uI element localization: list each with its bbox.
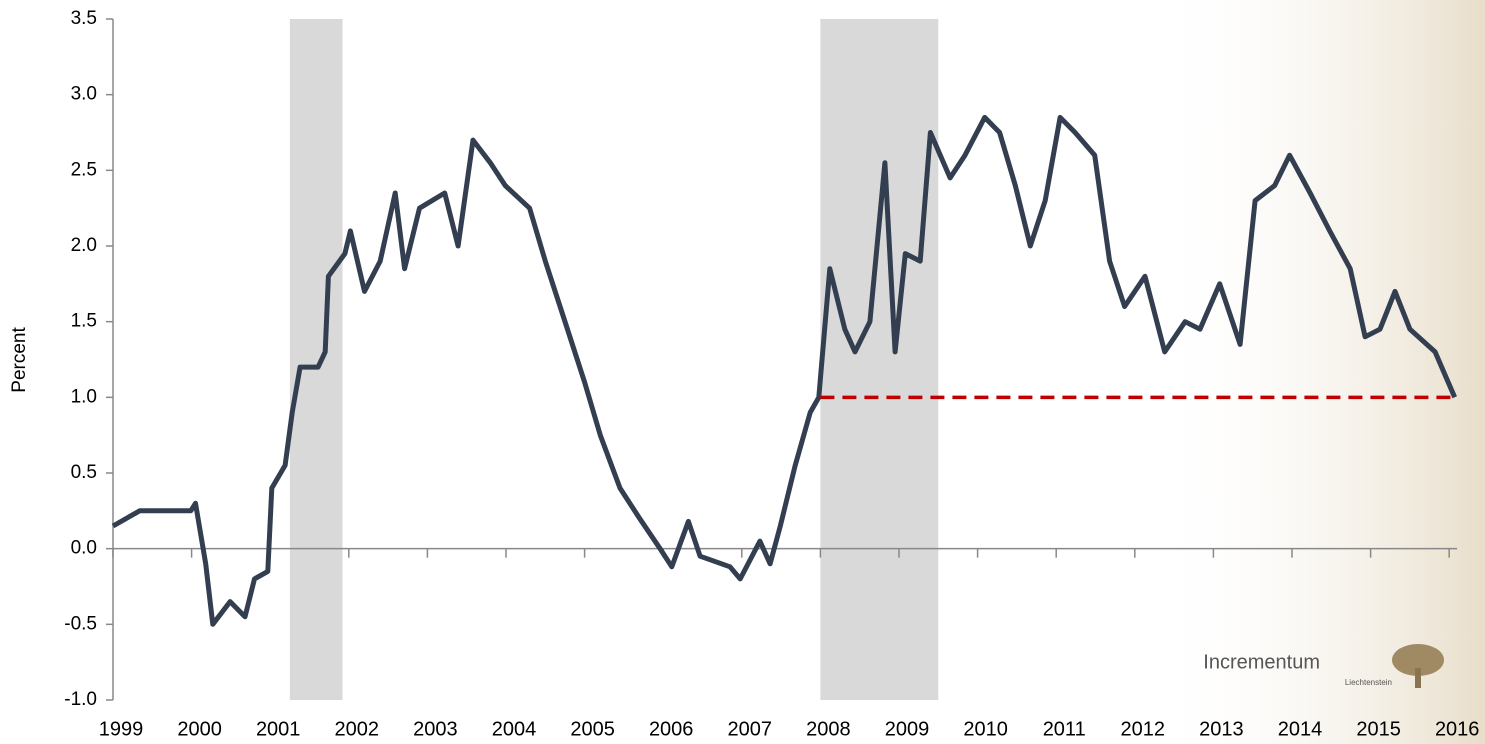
x-tick-label: 2009 xyxy=(885,718,930,740)
y-tick-label: 2.0 xyxy=(71,235,97,256)
x-tick-label: 2008 xyxy=(806,718,851,740)
y-tick-label: -0.5 xyxy=(64,613,97,634)
logo-trunk xyxy=(1415,668,1421,688)
x-tick-label: 2000 xyxy=(177,718,222,740)
y-tick-label: 1.0 xyxy=(71,386,97,407)
y-tick-label: 1.5 xyxy=(71,311,97,332)
x-tick-label: 2010 xyxy=(963,718,1008,740)
x-tick-label: 2011 xyxy=(1043,718,1086,740)
logo: Incrementum Liechtenstein xyxy=(1203,644,1444,688)
y-tick-label: 3.5 xyxy=(71,8,97,29)
logo-sub: Liechtenstein xyxy=(1345,678,1392,687)
y-tick-label: 2.5 xyxy=(71,159,97,180)
data-line xyxy=(111,114,1457,627)
x-tick-label: 2012 xyxy=(1121,718,1166,740)
y-tick-label: 3.0 xyxy=(71,84,97,105)
shaded-period xyxy=(820,19,939,700)
x-tick-label: 2004 xyxy=(492,718,537,740)
logo-name: Incrementum xyxy=(1203,651,1320,673)
x-tick-label: 2007 xyxy=(728,718,773,740)
x-tick-label: 2014 xyxy=(1278,718,1323,740)
logo-tree xyxy=(1392,644,1444,676)
y-tick-label: -1.0 xyxy=(64,689,97,710)
y-tick-label: 0.5 xyxy=(71,462,97,483)
x-tick-label: 2013 xyxy=(1199,718,1244,740)
y-tick-label: 0.0 xyxy=(71,538,97,559)
x-tick-label: 2003 xyxy=(413,718,458,740)
y-axis-label: Percent xyxy=(9,327,30,393)
x-tick-label: 2005 xyxy=(570,718,615,740)
x-tick-label: 2016 xyxy=(1435,718,1480,740)
background-texture xyxy=(1150,0,1485,744)
x-tick-label: 2015 xyxy=(1356,718,1401,740)
x-tick-label: 2002 xyxy=(335,718,380,740)
x-tick-label: 1999 xyxy=(99,718,144,740)
shaded-period xyxy=(289,19,343,700)
x-tick-label: 2001 xyxy=(256,718,301,740)
x-tick-label: 2006 xyxy=(649,718,694,740)
